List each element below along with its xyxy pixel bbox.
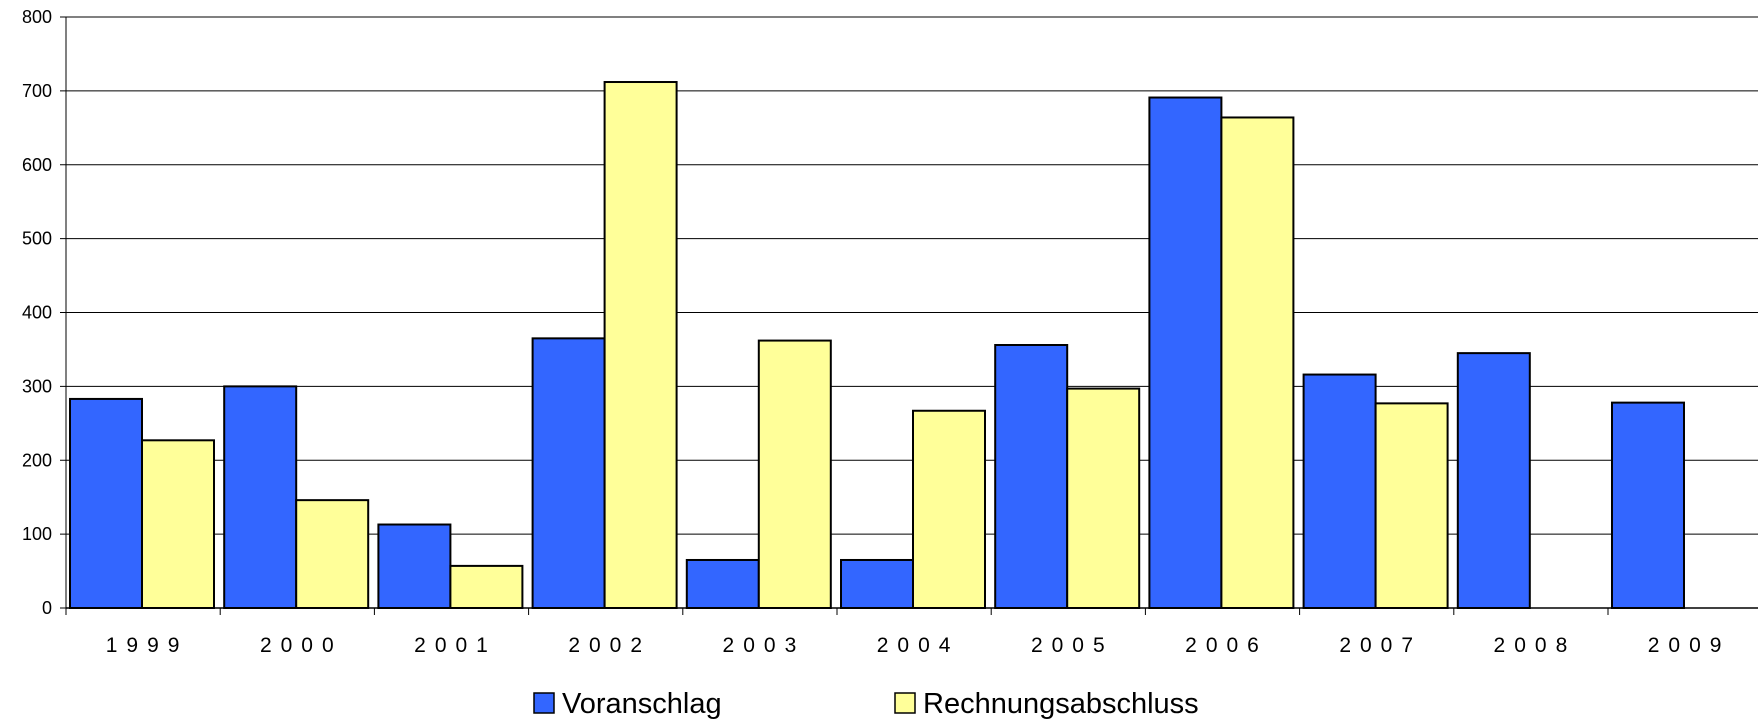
x-tick-label: 2009 [1648, 634, 1731, 657]
axes [65, 17, 1758, 615]
bar-rechnungsabschluss-2001 [449, 564, 524, 609]
x-tick-label: 2001 [414, 634, 497, 657]
bar-voranschlag-2002 [531, 337, 606, 609]
legend-swatch-voranschlag [533, 692, 555, 714]
bar-voranschlag-2003 [685, 558, 760, 610]
y-axis-ticks: 0 100 200 300 400 500 600 700 800 [22, 7, 66, 618]
bar-voranschlag-2006 [1148, 96, 1223, 610]
bar-rechnungsabschluss-2006 [1220, 116, 1295, 609]
bar-voranschlag-1999 [69, 397, 143, 609]
bar-voranschlag-2009 [1611, 401, 1685, 609]
x-tick-label: 2006 [1185, 634, 1268, 657]
bars [69, 81, 1685, 610]
bar-rechnungsabschluss-2002 [603, 81, 678, 609]
y-tick-label: 0 [42, 598, 52, 618]
gridlines [66, 16, 1758, 535]
bar-voranschlag-2005 [994, 344, 1069, 609]
y-tick-label: 400 [22, 303, 52, 323]
y-tick-label: 100 [22, 524, 52, 544]
bar-voranschlag-2000 [223, 385, 298, 609]
y-tick-label: 300 [22, 376, 52, 396]
y-tick-label: 800 [22, 7, 52, 27]
legend-label-rechnungsabschluss: Rechnungsabschluss [923, 688, 1199, 720]
bar-voranschlag-2001 [377, 523, 452, 609]
y-tick-label: 500 [22, 229, 52, 249]
x-tick-label: 2002 [568, 634, 651, 657]
bar-rechnungsabschluss-2000 [295, 499, 370, 609]
x-tick-label: 2008 [1494, 634, 1577, 657]
legend: Voranschlag Rechnungsabschluss [533, 688, 1199, 720]
bar-rechnungsabschluss-2005 [1066, 387, 1141, 609]
x-tick-label: 2003 [723, 634, 806, 657]
bar-rechnungsabschluss-2003 [757, 339, 832, 609]
bar-rechnungsabschluss-2007 [1374, 402, 1449, 609]
y-tick-label: 700 [22, 81, 52, 101]
x-tick-label: 2007 [1339, 634, 1422, 657]
bar-voranschlag-2007 [1302, 373, 1377, 609]
x-tick-label: 2005 [1031, 634, 1114, 657]
x-tick-label: 1999 [106, 634, 189, 657]
x-tick-label: 2004 [877, 634, 960, 657]
y-tick-label: 600 [22, 155, 52, 175]
bar-voranschlag-2004 [840, 558, 914, 610]
legend-swatch-rechnungsabschluss [894, 692, 916, 714]
bar-rechnungsabschluss-2004 [912, 409, 986, 609]
x-tick-label: 2000 [260, 634, 343, 657]
legend-label-voranschlag: Voranschlag [562, 688, 722, 720]
x-axis-labels: 1999 2000 2001 2002 2003 2004 2005 2006 2007 2008… [106, 634, 1731, 657]
bar-voranschlag-2008 [1456, 352, 1531, 609]
bar-rechnungsabschluss-1999 [141, 439, 215, 609]
y-tick-label: 200 [22, 450, 52, 470]
